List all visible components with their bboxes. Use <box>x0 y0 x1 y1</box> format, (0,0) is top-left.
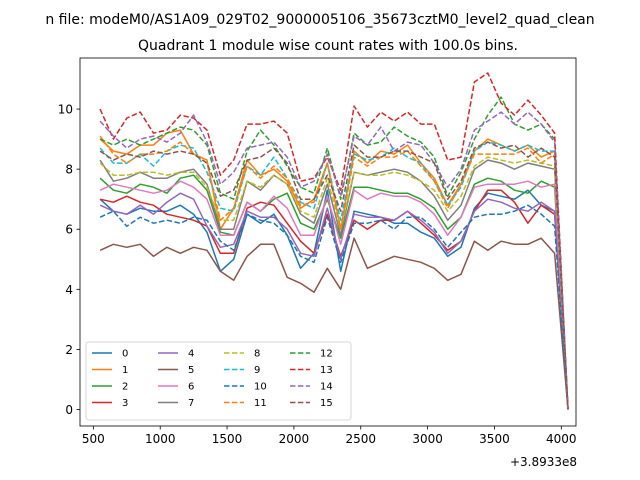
x-tick-label-3500: 3500 <box>479 432 510 446</box>
y-tick-label-4: 4 <box>65 283 73 297</box>
legend-label-5: 5 <box>188 365 194 376</box>
x-tick-label-1000: 1000 <box>145 432 176 446</box>
legend-box <box>85 341 352 421</box>
series-line-4 <box>99 192 569 410</box>
axes-frame <box>79 57 577 427</box>
legend-label-0: 0 <box>122 349 128 360</box>
legend-label-1: 1 <box>122 365 128 376</box>
series-line-15 <box>99 141 569 410</box>
figure-suptitle: n file: modeM0/AS1A09_029T02_9000005106_… <box>45 12 594 28</box>
legend-label-13: 13 <box>320 365 333 376</box>
legend-label-7: 7 <box>188 398 194 409</box>
series-group <box>99 72 569 410</box>
legend-label-3: 3 <box>122 398 128 409</box>
y-tick-label-8: 8 <box>65 163 73 177</box>
series-line-13 <box>99 72 569 410</box>
series-line-10 <box>99 204 569 410</box>
legend-label-15: 15 <box>320 398 333 409</box>
series-line-11 <box>99 135 569 410</box>
legend-label-9: 9 <box>254 365 260 376</box>
x-tick-label-2000: 2000 <box>279 432 310 446</box>
chart-title: Quadrant 1 module wise count rates with … <box>138 38 518 54</box>
x-tick-label-2500: 2500 <box>345 432 376 446</box>
x-tick-label-1500: 1500 <box>212 432 243 446</box>
legend-label-2: 2 <box>122 382 128 393</box>
series-line-0 <box>99 189 569 410</box>
legend-label-11: 11 <box>254 398 267 409</box>
legend-label-6: 6 <box>188 382 194 393</box>
y-tick-label-10: 10 <box>58 103 73 117</box>
plot-area: 500 1000 1500 2000 2500 3000 3500 4000 0 2 4 6 8 10 0 1… <box>58 57 577 446</box>
y-tick-label-2: 2 <box>65 343 73 357</box>
series-line-6 <box>99 180 569 410</box>
series-line-1 <box>99 129 569 410</box>
legend-label-12: 12 <box>320 349 333 360</box>
x-tick-label-500: 500 <box>82 432 105 446</box>
y-tick-label-6: 6 <box>65 223 73 237</box>
series-line-8 <box>99 156 569 410</box>
legend-label-14: 14 <box>320 382 333 393</box>
legend-label-8: 8 <box>254 349 260 360</box>
legend-label-10: 10 <box>254 382 267 393</box>
x-tick-label-4000: 4000 <box>546 432 577 446</box>
x-tick-label-3000: 3000 <box>412 432 443 446</box>
y-tick-label-0: 0 <box>65 403 73 417</box>
x-axis-offset-label: +3.8933e8 <box>510 455 577 469</box>
series-line-5 <box>99 237 569 410</box>
series-line-9 <box>99 141 569 410</box>
series-line-14 <box>99 111 569 410</box>
legend-label-4: 4 <box>188 349 194 360</box>
